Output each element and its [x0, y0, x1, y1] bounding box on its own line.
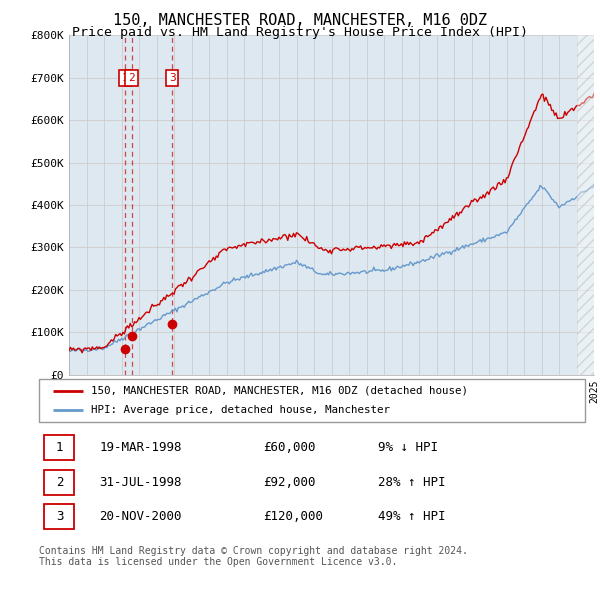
Text: 150, MANCHESTER ROAD, MANCHESTER, M16 0DZ: 150, MANCHESTER ROAD, MANCHESTER, M16 0D…: [113, 13, 487, 28]
Text: 1: 1: [56, 441, 63, 454]
Text: £92,000: £92,000: [263, 476, 316, 489]
Text: 3: 3: [169, 73, 176, 83]
Text: Contains HM Land Registry data © Crown copyright and database right 2024.
This d: Contains HM Land Registry data © Crown c…: [39, 546, 468, 568]
FancyBboxPatch shape: [44, 435, 74, 460]
FancyBboxPatch shape: [44, 504, 74, 529]
Text: Price paid vs. HM Land Registry's House Price Index (HPI): Price paid vs. HM Land Registry's House …: [72, 26, 528, 39]
FancyBboxPatch shape: [44, 470, 74, 495]
FancyBboxPatch shape: [39, 379, 585, 422]
Text: 9% ↓ HPI: 9% ↓ HPI: [377, 441, 437, 454]
Text: 31-JUL-1998: 31-JUL-1998: [99, 476, 182, 489]
Text: 28% ↑ HPI: 28% ↑ HPI: [377, 476, 445, 489]
Text: £60,000: £60,000: [263, 441, 316, 454]
Text: 20-NOV-2000: 20-NOV-2000: [99, 510, 182, 523]
Text: 49% ↑ HPI: 49% ↑ HPI: [377, 510, 445, 523]
Text: 150, MANCHESTER ROAD, MANCHESTER, M16 0DZ (detached house): 150, MANCHESTER ROAD, MANCHESTER, M16 0D…: [91, 386, 468, 396]
Text: HPI: Average price, detached house, Manchester: HPI: Average price, detached house, Manc…: [91, 405, 390, 415]
Text: £120,000: £120,000: [263, 510, 323, 523]
Text: 1: 1: [122, 73, 128, 83]
Text: 19-MAR-1998: 19-MAR-1998: [99, 441, 182, 454]
Text: 3: 3: [56, 510, 63, 523]
Text: 2: 2: [128, 73, 135, 83]
Text: 2: 2: [56, 476, 63, 489]
